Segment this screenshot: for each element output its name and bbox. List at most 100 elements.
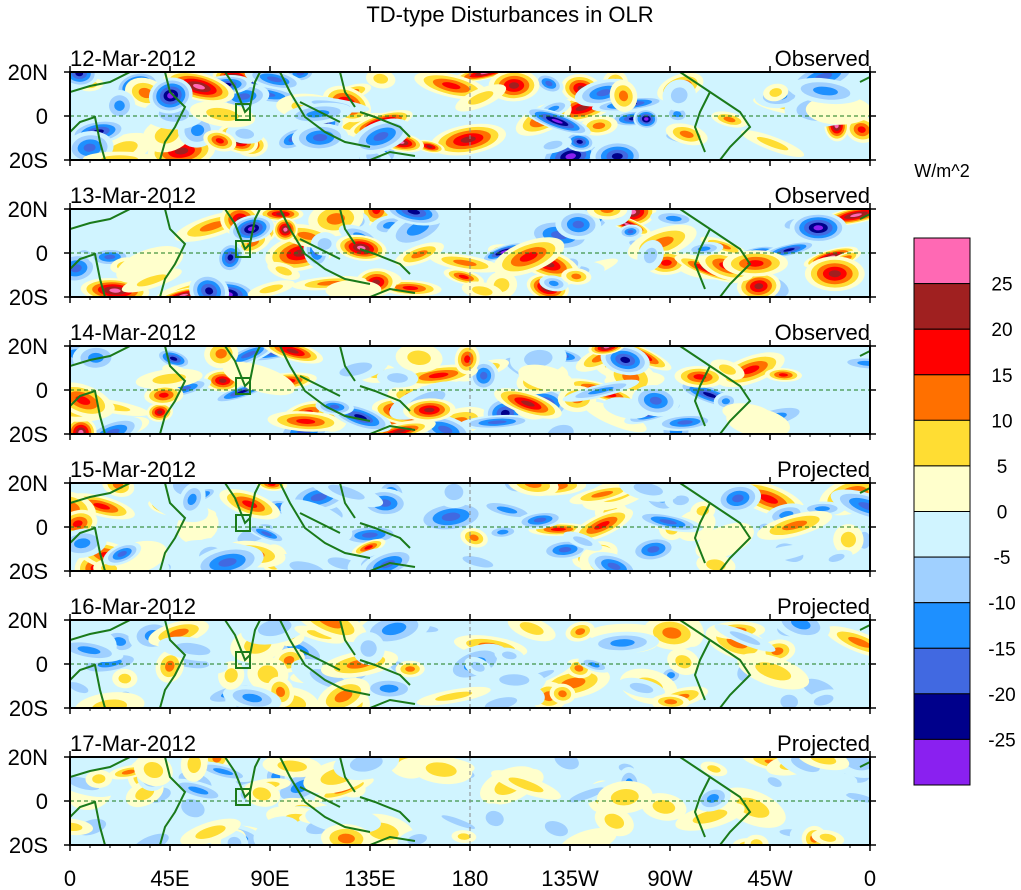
colorbar-swatch xyxy=(913,374,971,421)
olr-anomaly-contour xyxy=(596,89,612,97)
olr-anomaly-contour xyxy=(393,429,406,434)
olr-anomaly-contour xyxy=(780,694,798,708)
olr-anomaly-contour xyxy=(267,76,282,83)
olr-anomaly-contour xyxy=(116,246,184,284)
olr-anomaly-contour xyxy=(195,825,226,839)
olr-anomaly-contour xyxy=(845,792,870,803)
y-tick-label: 0 xyxy=(36,515,48,540)
olr-anomaly-contour xyxy=(643,247,658,264)
olr-anomaly-contour xyxy=(379,684,399,693)
coastline xyxy=(359,522,416,571)
olr-anomaly-contour xyxy=(575,104,590,111)
olr-anomaly-contour xyxy=(814,506,830,512)
olr-anomaly-contour xyxy=(296,418,316,424)
colorbar-label: 5 xyxy=(997,457,1008,478)
olr-anomaly-contour xyxy=(755,544,813,562)
colorbar-label: 25 xyxy=(991,275,1012,296)
coastline xyxy=(70,209,131,297)
olr-anomaly-contour xyxy=(607,562,621,570)
coastline xyxy=(359,659,416,708)
olr-anomaly-contour xyxy=(574,665,584,672)
coastline xyxy=(859,213,870,220)
coastline xyxy=(70,72,131,160)
olr-anomaly-contour xyxy=(559,827,617,845)
olr-anomaly-contour xyxy=(169,356,178,361)
olr-anomaly-contour xyxy=(212,757,222,763)
coastline xyxy=(279,346,371,422)
coastline xyxy=(224,757,261,799)
olr-anomaly-contour xyxy=(257,620,292,637)
panel-type: Observed xyxy=(775,320,870,345)
coastline xyxy=(359,385,416,434)
y-tick-label: 20N xyxy=(8,334,48,359)
colorbar-label: 0 xyxy=(997,503,1008,524)
olr-anomaly-contour xyxy=(444,483,464,501)
y-tick-label: 20S xyxy=(9,285,48,310)
olr-anomaly-contour xyxy=(499,250,508,254)
colorbar: 25 20 15 10 5 0 -5 -10 -15 -20 -25 xyxy=(913,237,1016,786)
olr-anomaly-contour xyxy=(426,145,433,148)
x-tick-label: 135W xyxy=(541,866,599,890)
olr-anomaly-contour xyxy=(165,660,175,672)
olr-anomaly-contour xyxy=(83,143,96,152)
x-tick-label: 90W xyxy=(647,866,692,890)
olr-anomaly-contour xyxy=(629,682,654,694)
olr-anomaly-contour xyxy=(275,266,292,276)
olr-anomaly-contour xyxy=(756,136,789,151)
olr-anomaly-contour xyxy=(647,546,660,553)
olr-anomaly-contour xyxy=(679,130,694,138)
olr-anomaly-contour xyxy=(565,153,576,160)
olr-anomaly-contour xyxy=(840,531,857,548)
olr-anomaly-contour xyxy=(804,149,866,160)
map-panel: 20N 0 20S 17-Mar-2012 Projected xyxy=(8,731,876,858)
panel-type: Projected xyxy=(777,457,870,482)
olr-anomaly-contour xyxy=(438,425,453,434)
map-panel: 20N 0 20S 15-Mar-2012 Projected xyxy=(8,457,876,584)
olr-anomaly-contour xyxy=(428,372,449,379)
olr-anomaly-contour xyxy=(174,147,189,155)
olr-anomaly-contour xyxy=(121,769,136,775)
olr-anomaly-contour xyxy=(457,833,471,840)
panel-type: Observed xyxy=(775,183,870,208)
coastline xyxy=(159,757,187,845)
olr-anomaly-contour xyxy=(575,628,586,635)
coastline xyxy=(224,620,261,662)
y-tick-label: 0 xyxy=(36,241,48,266)
olr-anomaly-contour xyxy=(227,254,234,261)
olr-anomaly-contour xyxy=(604,813,625,829)
colorbar-swatch xyxy=(913,556,971,604)
region-box xyxy=(235,240,251,258)
olr-anomaly-contour xyxy=(571,273,582,280)
olr-anomaly-contour xyxy=(692,809,728,824)
olr-anomaly-contour xyxy=(558,690,567,698)
olr-anomaly-contour xyxy=(677,420,693,425)
coastline xyxy=(224,72,261,114)
olr-anomaly-contour xyxy=(487,420,507,424)
olr-anomaly-contour xyxy=(213,768,234,776)
region-box xyxy=(235,651,251,669)
olr-anomaly-contour xyxy=(767,777,782,787)
olr-anomaly-contour xyxy=(858,502,870,511)
olr-anomaly-contour xyxy=(441,815,476,829)
olr-anomaly-contour xyxy=(387,373,408,383)
olr-anomaly-contour xyxy=(93,503,110,510)
y-tick-label: 20S xyxy=(9,422,48,447)
olr-anomaly-contour xyxy=(582,401,647,433)
olr-anomaly-contour xyxy=(588,387,614,395)
y-tick-label: 20S xyxy=(9,559,48,584)
olr-anomaly-contour xyxy=(747,260,764,267)
y-tick-label: 20S xyxy=(9,696,48,721)
olr-anomaly-contour xyxy=(464,355,471,363)
coastline xyxy=(159,346,187,434)
olr-anomaly-contour xyxy=(425,762,457,777)
x-tick-label: 180 xyxy=(452,866,489,890)
olr-anomaly-contour xyxy=(242,500,258,509)
olr-anomaly-contour xyxy=(755,662,792,681)
olr-anomaly-contour xyxy=(442,82,461,90)
olr-anomaly-contour xyxy=(317,620,343,629)
olr-anomaly-contour xyxy=(222,361,296,396)
olr-anomaly-contour xyxy=(215,348,227,359)
olr-anomaly-contour xyxy=(508,82,520,89)
map-panel: 20N 0 20S 13-Mar-2012 Observed xyxy=(8,183,876,310)
olr-anomaly-contour xyxy=(848,636,870,648)
